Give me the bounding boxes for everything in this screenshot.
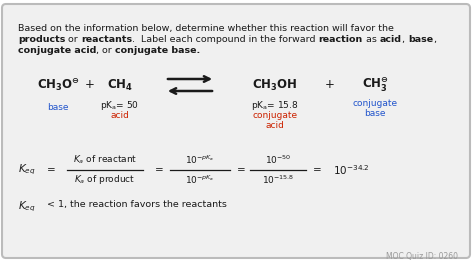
Text: .  Label each compound in the forward: . Label each compound in the forward [132,35,319,44]
Text: acid: acid [380,35,402,44]
Text: =: = [155,165,164,175]
Text: conjugate: conjugate [353,99,398,108]
Text: $K_{eq}$: $K_{eq}$ [18,163,36,177]
Text: $10^{-pK_a}$: $10^{-pK_a}$ [185,174,215,186]
Text: $K_a$ of product: $K_a$ of product [74,173,136,186]
Text: $\mathbf{CH_3O^{\ominus}}$: $\mathbf{CH_3O^{\ominus}}$ [36,77,80,93]
Text: $K_{eq}$: $K_{eq}$ [18,200,36,214]
Text: acid: acid [110,111,129,120]
Text: products: products [18,35,65,44]
Text: =: = [237,165,246,175]
Text: $10^{-34.2}$: $10^{-34.2}$ [333,163,369,177]
Text: base: base [47,103,69,112]
Text: $\mathrm{pK_a}$= 15.8: $\mathrm{pK_a}$= 15.8 [251,99,299,112]
Text: conjugate base.: conjugate base. [115,46,201,55]
Text: ,: , [433,35,436,44]
Text: base: base [408,35,433,44]
Text: reactants: reactants [81,35,132,44]
Text: Based on the information below, determine whether this reaction will favor the: Based on the information below, determin… [18,24,394,33]
Text: ,: , [402,35,408,44]
FancyBboxPatch shape [2,4,470,258]
Text: $10^{-pK_a}$: $10^{-pK_a}$ [185,154,215,166]
Text: MOC Quiz ID: 0260: MOC Quiz ID: 0260 [386,252,458,260]
Text: as: as [363,35,380,44]
Text: =: = [313,165,322,175]
Text: $\mathbf{CH_4}$: $\mathbf{CH_4}$ [107,77,133,93]
Text: conjugate: conjugate [253,111,298,120]
Text: reaction: reaction [319,35,363,44]
Text: $10^{-15.8}$: $10^{-15.8}$ [262,174,294,186]
Text: +: + [85,79,95,92]
Text: or: or [65,35,81,44]
Text: $\mathbf{CH_3OH}$: $\mathbf{CH_3OH}$ [252,77,298,93]
Text: conjugate acid: conjugate acid [18,46,96,55]
Text: $K_a$ of reactant: $K_a$ of reactant [73,154,137,166]
Text: base: base [364,109,386,118]
Text: $\mathbf{CH_3^{\ominus}}$: $\mathbf{CH_3^{\ominus}}$ [362,76,388,94]
Text: $10^{-50}$: $10^{-50}$ [265,154,291,166]
Text: $\mathrm{pK_a}$= 50: $\mathrm{pK_a}$= 50 [100,99,139,112]
Text: +: + [325,79,335,92]
Text: =: = [47,165,56,175]
Text: acid: acid [265,121,284,130]
Text: , or: , or [96,46,115,55]
Text: < 1, the reaction favors the reactants: < 1, the reaction favors the reactants [47,200,227,209]
